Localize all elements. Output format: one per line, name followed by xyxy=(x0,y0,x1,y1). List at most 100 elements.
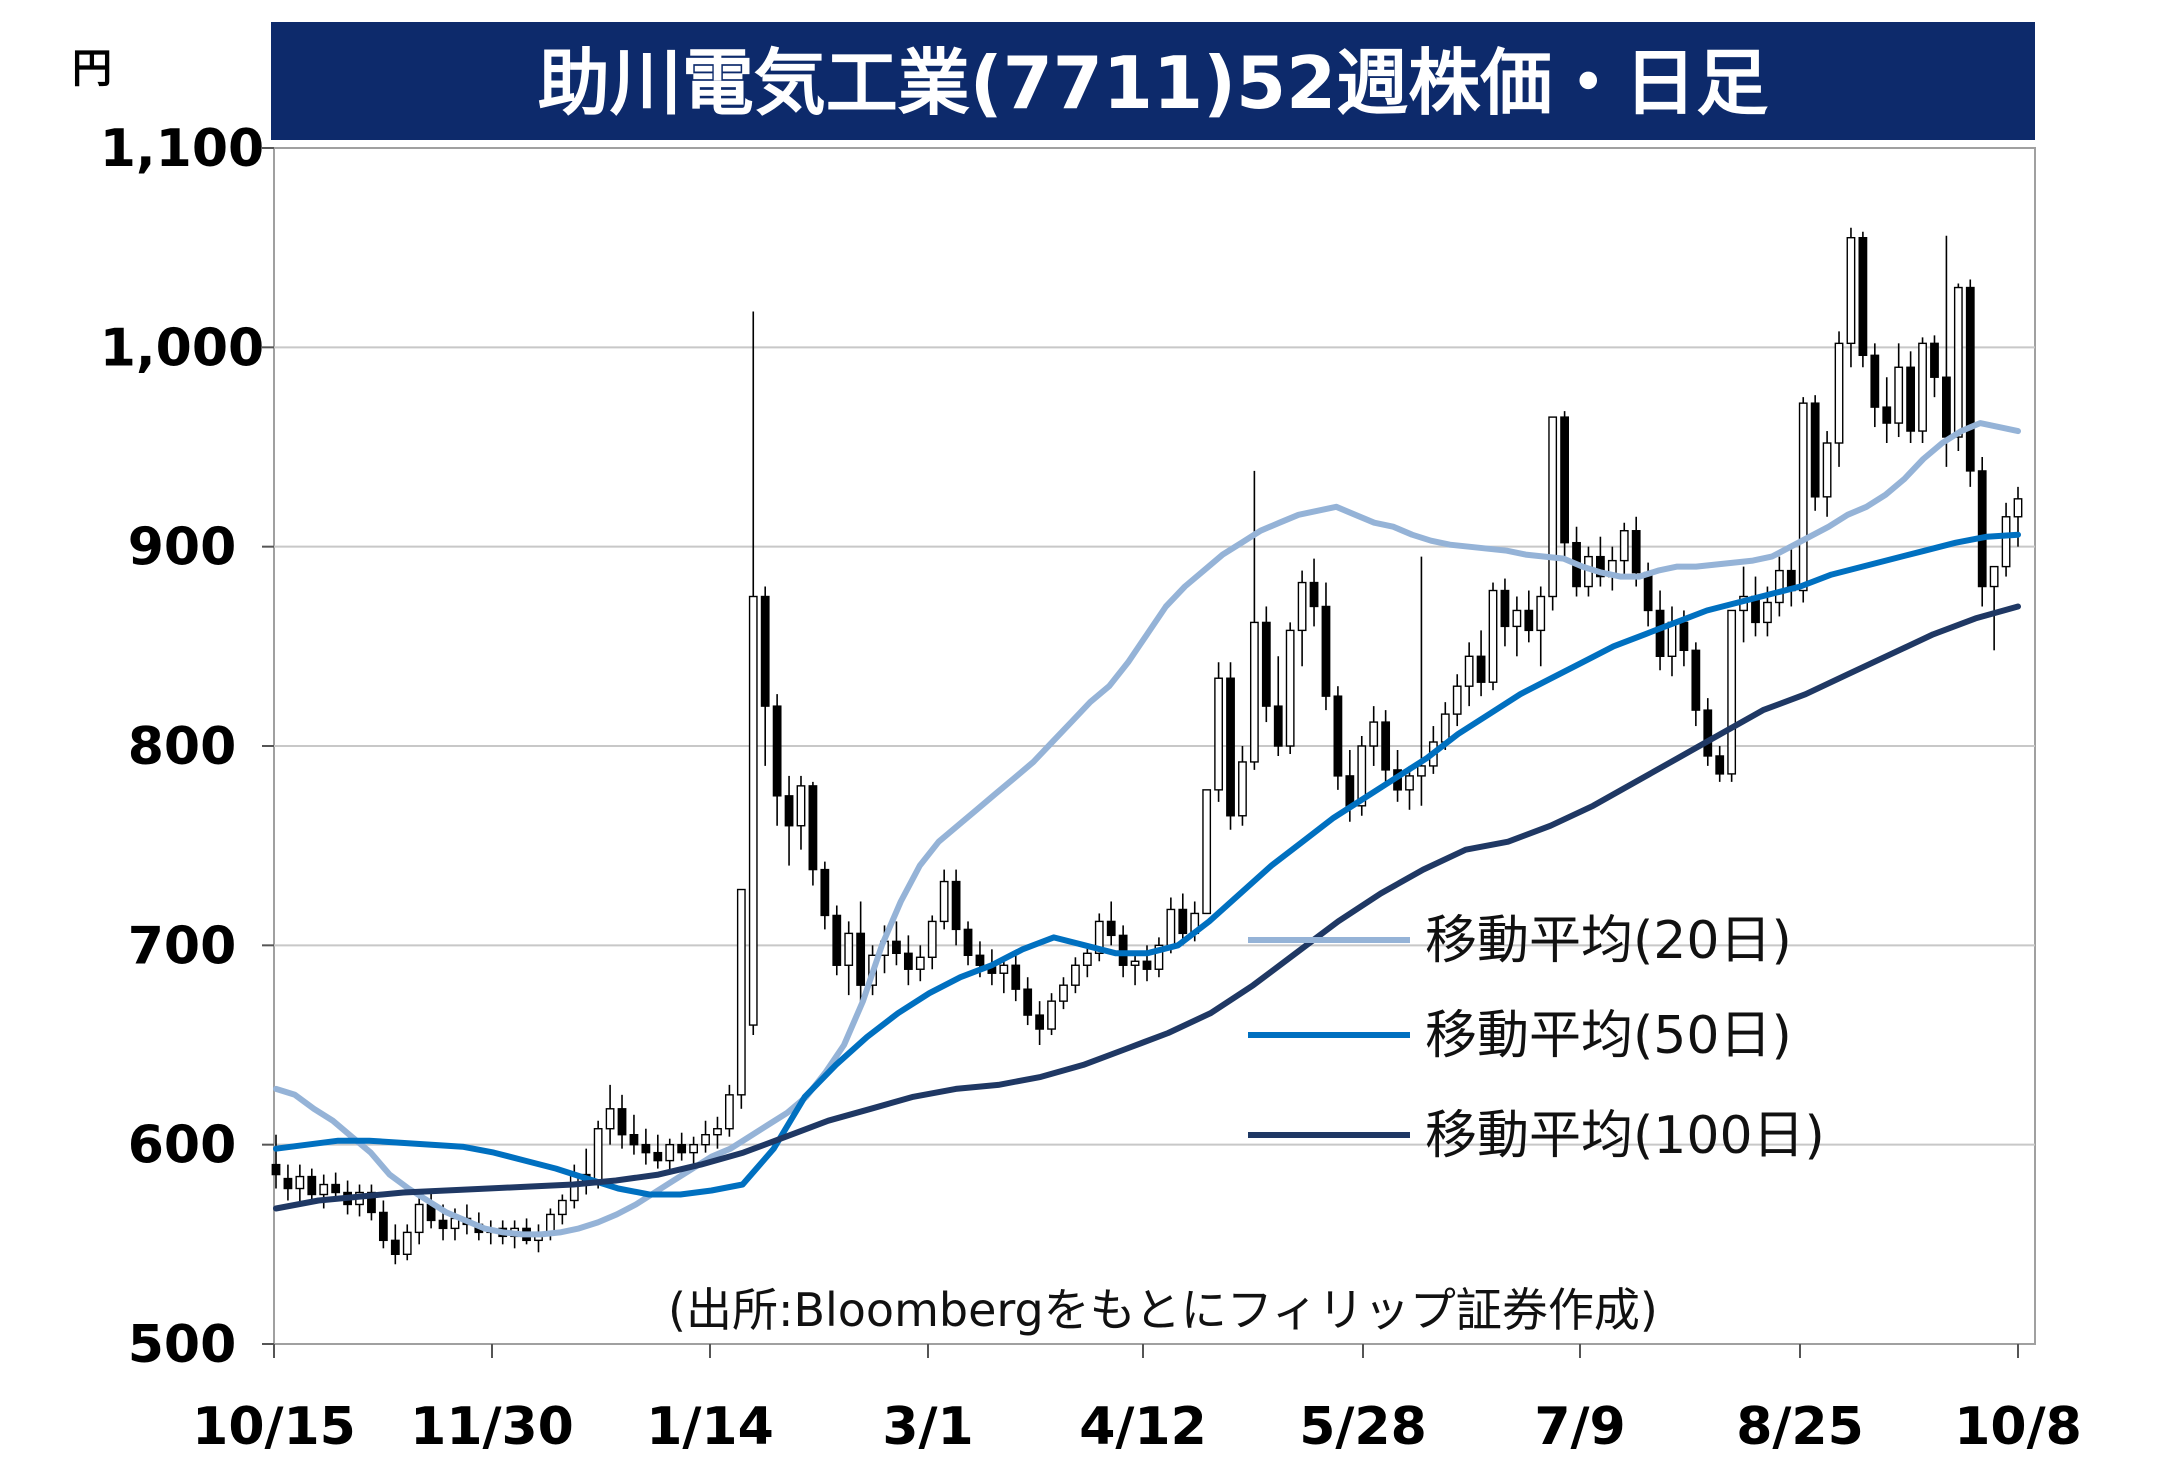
candle-body xyxy=(1703,709,1713,757)
candle-body xyxy=(1214,677,1223,791)
candle-body xyxy=(1822,442,1832,498)
candle-body xyxy=(939,880,949,923)
candle-body xyxy=(1476,655,1486,683)
series-line-1 xyxy=(273,531,2021,1198)
candle-body xyxy=(1082,952,1092,966)
candle-body xyxy=(689,1143,699,1154)
candle-body xyxy=(808,785,818,871)
x-tick-label: 3/1 xyxy=(882,1397,973,1457)
candle-body xyxy=(677,1143,687,1154)
candle-body xyxy=(820,868,830,917)
legend-label-ma100: 移動平均(100日) xyxy=(1425,1106,1825,1166)
candle-body xyxy=(605,1108,615,1130)
candle-body xyxy=(1261,621,1271,707)
candle-body xyxy=(593,1128,603,1186)
candle-body xyxy=(927,920,937,958)
candle-body xyxy=(1488,589,1498,683)
candle-body xyxy=(1464,655,1474,687)
candle-body xyxy=(1059,984,1068,1002)
y-unit-label: 円 xyxy=(72,46,112,92)
candle-body xyxy=(1560,416,1570,544)
candle-body xyxy=(1273,705,1283,747)
candle-body xyxy=(295,1175,305,1190)
candle-body xyxy=(1846,236,1856,345)
candle-body xyxy=(1249,621,1259,763)
candle-body xyxy=(1369,721,1379,747)
candle-body xyxy=(760,595,770,707)
series-line-2 xyxy=(273,603,2021,1212)
candle-body xyxy=(1130,960,1140,966)
candle-body xyxy=(1548,416,1558,598)
y-tick-label: 600 xyxy=(128,1116,237,1176)
moving-averages xyxy=(273,420,2021,1238)
candle-body xyxy=(1930,342,1939,378)
candle-body xyxy=(1381,721,1391,771)
candle-body xyxy=(892,940,901,955)
candle-body xyxy=(1870,354,1880,408)
candle-body xyxy=(1798,402,1808,592)
candle-body xyxy=(844,932,854,966)
candle-body xyxy=(1763,601,1772,624)
candle-body xyxy=(1226,677,1235,817)
candle-body xyxy=(1774,569,1784,604)
x-tick-label: 4/12 xyxy=(1079,1397,1207,1457)
candle-body xyxy=(1417,765,1426,777)
candle-body xyxy=(1643,571,1653,612)
candle-body xyxy=(784,795,794,827)
candle-body xyxy=(748,595,758,1026)
candle-body xyxy=(1500,589,1510,628)
candle-body xyxy=(1512,609,1522,628)
candle-body xyxy=(1178,908,1188,935)
candle-body xyxy=(1106,920,1116,937)
candle-body xyxy=(557,1199,567,1216)
y-tick-label: 800 xyxy=(128,717,237,777)
candle-body xyxy=(1452,685,1462,715)
y-tick-label: 900 xyxy=(128,518,237,578)
candle-body xyxy=(319,1183,329,1196)
candle-body xyxy=(1953,286,1963,438)
candle-body xyxy=(1727,609,1737,775)
candle-body xyxy=(414,1203,424,1234)
candle-body xyxy=(1094,920,1104,955)
candle-body xyxy=(796,785,806,827)
x-tick-label: 11/30 xyxy=(410,1397,574,1457)
candle-body xyxy=(963,928,973,956)
y-tick-label: 1,000 xyxy=(100,318,264,378)
candle-body xyxy=(1345,775,1355,807)
candle-body xyxy=(1035,1014,1045,1030)
legend-label-ma50: 移動平均(50日) xyxy=(1425,1006,1792,1066)
candle-body xyxy=(1524,609,1534,632)
candle-body xyxy=(1047,1000,1056,1030)
candle-body xyxy=(1965,286,1975,472)
candle-body xyxy=(1440,713,1450,743)
candle-body xyxy=(1238,761,1247,817)
x-tick-label: 10/15 xyxy=(192,1397,356,1457)
x-axis-ticks: 10/15 11/30 1/14 3/1 4/12 5/28 7/9 8/25 10/8 xyxy=(192,1344,2082,1457)
candle-body xyxy=(1882,406,1892,424)
candle-body xyxy=(1405,775,1414,791)
candle-body xyxy=(724,1094,734,1130)
candle-body xyxy=(1202,789,1212,915)
source-note: (出所:Bloombergをもとにフィリップ証券作成) xyxy=(668,1283,1658,1337)
legend: 移動平均(20日) 移動平均(50日) 移動平均(100日) xyxy=(1248,911,1825,1166)
title-banner xyxy=(271,22,2035,140)
candle-body xyxy=(283,1177,293,1190)
candle-body xyxy=(1619,530,1629,562)
candle-body xyxy=(1166,908,1176,947)
candle-body xyxy=(1977,470,1987,588)
x-tick-label: 1/14 xyxy=(646,1397,774,1457)
candle-body xyxy=(402,1231,412,1255)
candle-body xyxy=(1655,609,1665,657)
candle-body xyxy=(390,1239,400,1256)
candle-body xyxy=(1715,755,1725,775)
candle-body xyxy=(378,1211,388,1242)
candle-body xyxy=(1536,595,1546,632)
candle-body xyxy=(1894,366,1904,424)
candle-body xyxy=(713,1128,722,1136)
y-tick-label: 1,100 xyxy=(100,119,264,179)
legend-label-ma20: 移動平均(20日) xyxy=(1425,911,1792,971)
candle-body xyxy=(1154,944,1164,970)
candle-body xyxy=(951,880,961,931)
x-tick-label: 5/28 xyxy=(1299,1397,1427,1457)
